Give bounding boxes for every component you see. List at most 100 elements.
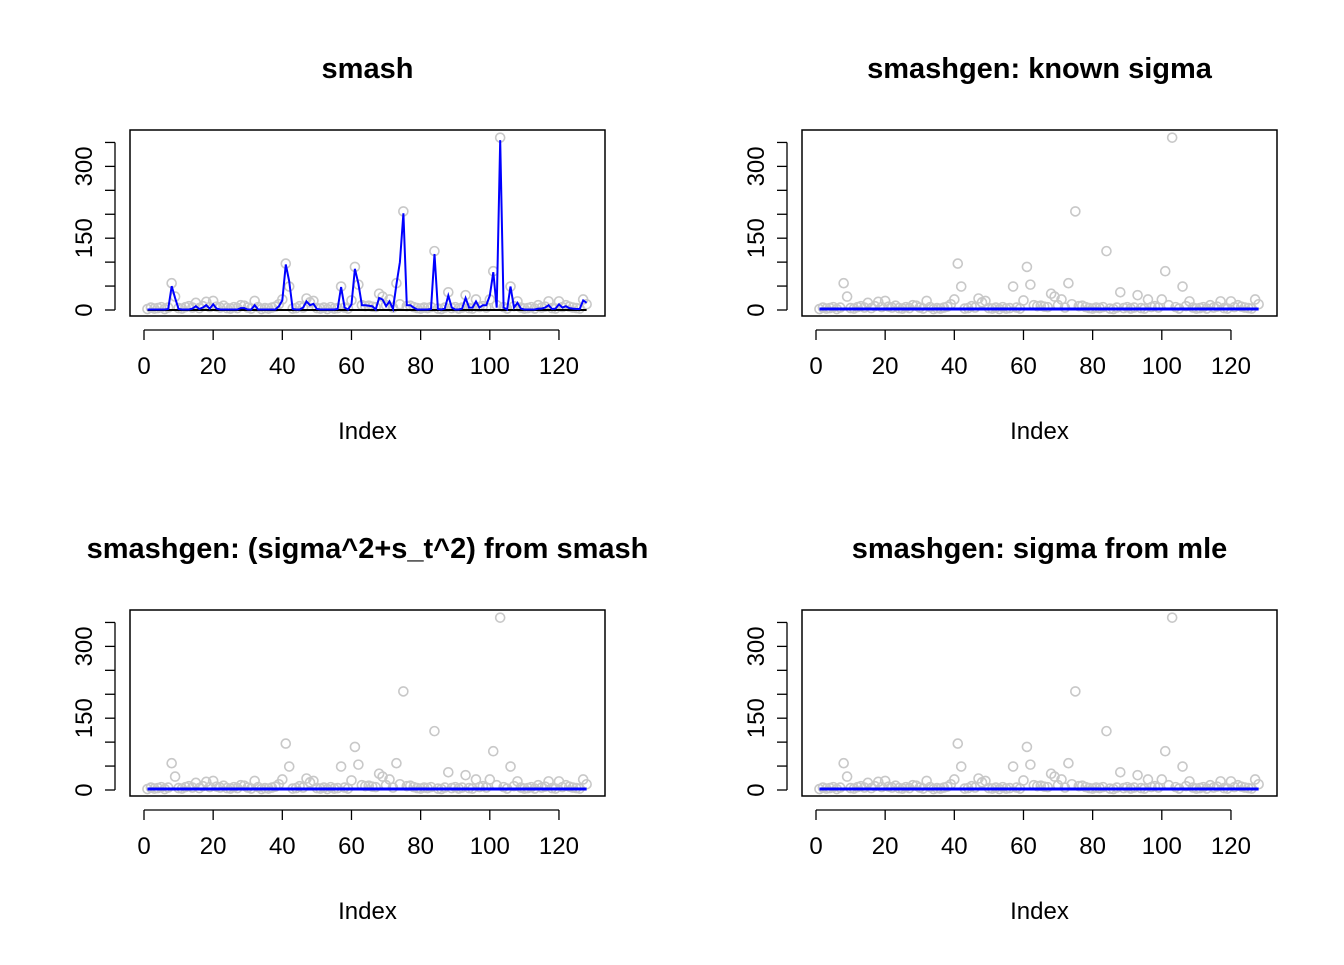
x-tick-label: 40 — [269, 833, 296, 860]
data-point — [494, 612, 506, 623]
data-point — [463, 302, 475, 314]
data-point — [539, 781, 551, 792]
x-tick-label: 40 — [269, 353, 296, 380]
data-point — [1156, 294, 1168, 305]
data-point — [1073, 780, 1085, 792]
data-point — [456, 302, 468, 313]
data-point — [173, 302, 184, 314]
data-point — [166, 757, 177, 769]
panel-3: smashgen: (sigma^2+s_t^2) from smash 0 20 4… — [71, 533, 648, 925]
data-point — [200, 776, 212, 788]
data-point — [1101, 245, 1112, 257]
y-tick-label: 300 — [743, 146, 770, 186]
data-point — [841, 771, 853, 782]
data-point — [280, 738, 292, 749]
data-point — [1049, 771, 1060, 782]
data-point — [311, 302, 323, 314]
data-point — [1156, 774, 1168, 785]
data-point — [467, 303, 478, 314]
data-point — [1159, 745, 1171, 757]
y-tick-label: 0 — [743, 783, 770, 796]
data-point — [955, 281, 967, 292]
x-tick-label: 80 — [407, 353, 434, 380]
data-point — [297, 302, 309, 313]
data-point — [949, 294, 960, 305]
x-tick-label: 80 — [407, 833, 434, 860]
data-point — [952, 738, 964, 749]
data-point — [1073, 300, 1085, 312]
x-tick-label: 100 — [470, 353, 510, 380]
data-point — [955, 761, 967, 772]
data-point — [838, 277, 849, 289]
x-tick-label: 100 — [1142, 353, 1182, 380]
data-point — [418, 302, 430, 313]
x-axis-label: Index — [338, 898, 397, 925]
panel-title: smashgen: (sigma^2+s_t^2) from smash — [87, 533, 649, 565]
data-point — [1211, 301, 1223, 312]
data-point — [487, 745, 499, 757]
data-point — [1032, 300, 1043, 312]
data-point — [443, 766, 454, 778]
x-tick-label: 0 — [809, 353, 822, 380]
x-tick-label: 100 — [470, 833, 510, 860]
data-point — [366, 781, 378, 792]
x-axis-label: Index — [1010, 418, 1069, 445]
data-point — [1042, 301, 1053, 313]
data-point — [1115, 766, 1126, 778]
data-point — [1132, 289, 1143, 301]
x-axis-label: Index — [1010, 898, 1069, 925]
data-point — [1101, 725, 1112, 737]
data-point — [1115, 286, 1126, 298]
x-tick-label: 120 — [539, 833, 579, 860]
data-point — [370, 301, 381, 313]
data-point — [1018, 775, 1029, 786]
data-point — [1045, 288, 1057, 300]
data-point — [394, 298, 406, 310]
data-point — [283, 761, 295, 772]
data-point — [838, 757, 849, 769]
x-tick-label: 100 — [1142, 833, 1182, 860]
data-point — [401, 780, 413, 792]
data-point — [1177, 761, 1188, 772]
data-point — [460, 769, 471, 781]
data-point — [1007, 761, 1019, 772]
data-point — [879, 295, 891, 307]
data-point — [1025, 759, 1036, 770]
y-tick-label: 300 — [71, 626, 98, 666]
panel-title: smashgen: sigma from mle — [852, 533, 1228, 565]
data-point — [1166, 612, 1178, 623]
data-point — [952, 258, 964, 269]
data-point — [335, 761, 347, 772]
x-tick-label: 0 — [809, 833, 822, 860]
data-point — [391, 757, 402, 769]
data-point — [872, 776, 884, 788]
x-tick-label: 40 — [941, 833, 968, 860]
y-tick-label: 300 — [71, 146, 98, 186]
x-tick-label: 40 — [941, 353, 968, 380]
data-point — [1097, 301, 1109, 313]
data-point — [373, 768, 385, 780]
data-point — [370, 781, 381, 793]
panel-2: smashgen: known sigma 0 20 40 60 80 100 120 Inde… — [743, 53, 1278, 445]
plot-area — [129, 129, 606, 317]
data-point — [349, 741, 361, 753]
x-tick-label: 60 — [1010, 353, 1037, 380]
data-point — [1021, 741, 1033, 753]
data-point — [259, 302, 271, 314]
data-point — [1166, 132, 1178, 143]
data-point — [221, 302, 233, 314]
x-tick-label: 80 — [1079, 833, 1106, 860]
data-point — [1007, 281, 1019, 292]
data-point — [398, 686, 409, 697]
data-point — [1132, 769, 1143, 781]
data-point — [949, 774, 960, 785]
data-point — [1038, 781, 1050, 792]
data-point — [484, 774, 496, 785]
x-tick-label: 20 — [200, 833, 227, 860]
data-point — [353, 759, 364, 770]
data-point — [1032, 780, 1043, 792]
data-point — [439, 302, 451, 313]
plot-area — [801, 609, 1278, 797]
x-tick-label: 120 — [539, 353, 579, 380]
